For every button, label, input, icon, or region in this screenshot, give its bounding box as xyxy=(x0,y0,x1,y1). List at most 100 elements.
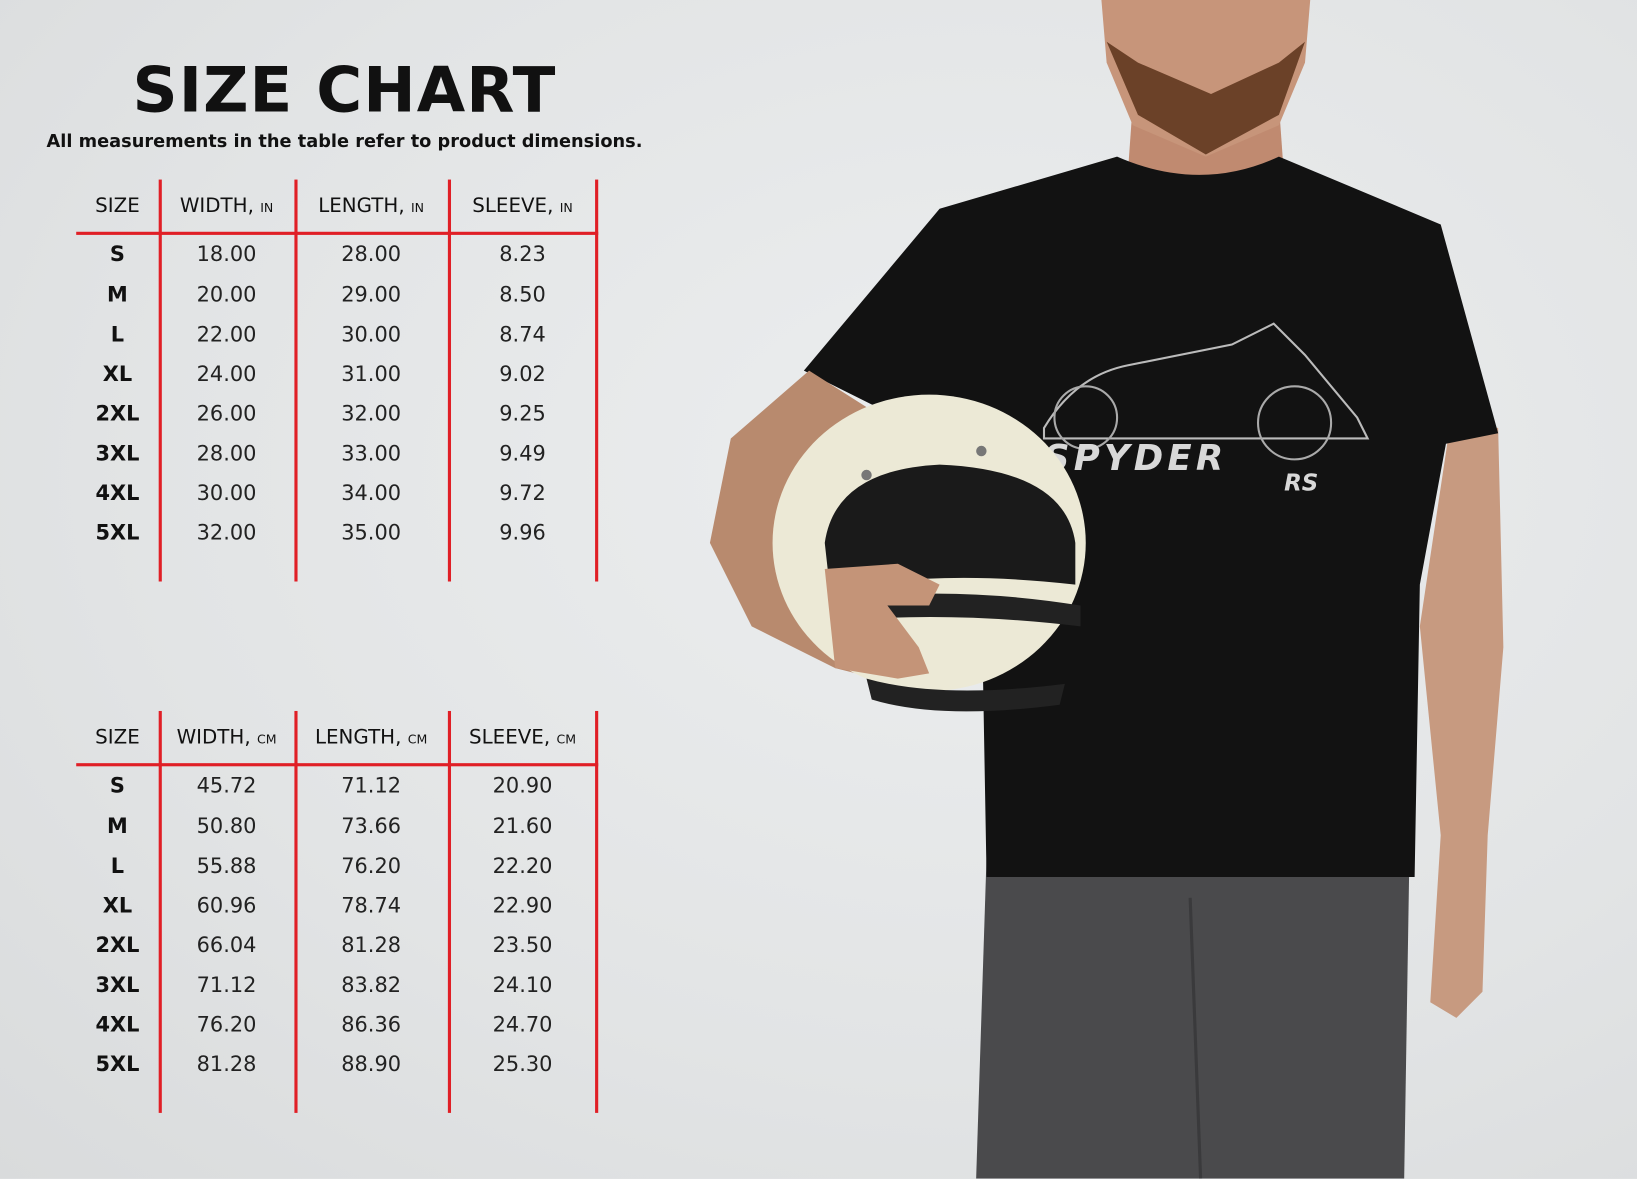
measurement-cell: 71.12 xyxy=(196,971,257,998)
column-header: LENGTH, IN xyxy=(294,194,447,217)
size-label: 4XL xyxy=(95,1011,140,1037)
measurement-cell: 32.00 xyxy=(341,400,402,426)
measurement-cell: 34.00 xyxy=(341,480,402,506)
measurement-cell: 26.00 xyxy=(196,400,257,426)
size-label: 3XL xyxy=(95,440,140,466)
wheel xyxy=(1256,385,1333,461)
size-label: S xyxy=(109,241,125,267)
column-header-label: SLEEVE, xyxy=(469,725,551,749)
measurement-cell: 24.10 xyxy=(492,971,553,998)
column-header: SLEEVE, CM xyxy=(448,726,597,749)
size-table-centimeters: SIZE WIDTH, CM LENGTH, CM SLEEVE, CM S 45.72 7… xyxy=(76,710,599,1113)
measurement-cell: 18.00 xyxy=(196,241,257,267)
measurement-cell: 30.00 xyxy=(196,480,257,506)
measurement-cell: 22.20 xyxy=(492,852,553,879)
column-header-label: WIDTH, xyxy=(176,725,251,749)
measurement-cell: 22.90 xyxy=(492,892,553,918)
column-header: SIZE xyxy=(76,726,158,749)
size-label: XL xyxy=(102,361,133,387)
measurement-cell: 83.82 xyxy=(341,971,402,998)
measurement-cell: 88.90 xyxy=(341,1051,402,1077)
print-rs: RS xyxy=(1284,471,1318,497)
column-header: SLEEVE, IN xyxy=(448,194,597,217)
page-title: SIZE CHART xyxy=(132,54,557,128)
beard xyxy=(1106,41,1305,155)
size-label: 2XL xyxy=(95,932,140,958)
jeans-seam xyxy=(1188,897,1203,1179)
measurement-cell: 55.88 xyxy=(196,852,257,879)
spyder-rs-print: SPYDER RS xyxy=(1042,322,1370,497)
size-label: M xyxy=(107,813,128,839)
vehicle-outline xyxy=(1042,322,1370,440)
column-divider xyxy=(294,179,298,582)
print-spyder: SPYDER xyxy=(1044,438,1227,479)
size-label: M xyxy=(107,281,128,307)
measurement-cell: 76.20 xyxy=(341,852,402,879)
size-label: XL xyxy=(102,892,133,918)
column-header: LENGTH, CM xyxy=(294,726,447,749)
column-header: WIDTH, CM xyxy=(159,726,295,749)
jeans xyxy=(976,856,1410,1179)
measurement-cell: 73.66 xyxy=(341,813,402,839)
measurement-cell: 33.00 xyxy=(341,440,402,466)
t-shirt xyxy=(803,156,1499,877)
measurement-cell: 86.36 xyxy=(341,1011,402,1037)
measurement-cell: 81.28 xyxy=(341,932,402,958)
column-divider xyxy=(158,179,162,582)
measurement-cell: 60.96 xyxy=(196,892,257,918)
header-divider xyxy=(76,231,599,235)
measurement-cell: 23.50 xyxy=(492,932,553,958)
column-header-label: WIDTH, xyxy=(179,194,254,218)
measurement-cell: 20.00 xyxy=(196,281,257,307)
unit-label: IN xyxy=(260,200,274,216)
measurement-cell: 8.23 xyxy=(499,241,546,267)
column-divider xyxy=(447,710,452,1113)
measurement-cell: 8.74 xyxy=(499,321,546,347)
helmet-trim xyxy=(866,678,1065,712)
measurement-cell: 8.50 xyxy=(499,281,546,307)
measurement-cell: 24.70 xyxy=(492,1011,553,1037)
measurement-cell: 30.00 xyxy=(341,321,402,347)
column-header-label: LENGTH, xyxy=(318,194,405,218)
measurement-cell: 9.25 xyxy=(499,400,546,426)
size-label: 5XL xyxy=(95,1051,140,1077)
unit-label: IN xyxy=(410,200,425,216)
measurement-cell: 66.04 xyxy=(196,932,257,958)
unit-label: CM xyxy=(407,731,428,747)
measurement-cell: 76.20 xyxy=(196,1011,257,1037)
measurement-cell: 9.49 xyxy=(499,440,546,466)
hand xyxy=(824,563,940,679)
size-label: S xyxy=(109,772,125,798)
measurement-cell: 9.72 xyxy=(499,480,546,506)
page-subtitle: All measurements in the table refer to p… xyxy=(46,131,643,153)
column-divider xyxy=(595,179,599,582)
unit-label: IN xyxy=(559,200,573,216)
column-divider xyxy=(447,179,452,582)
header-divider xyxy=(76,763,599,767)
measurement-cell: 28.00 xyxy=(196,440,257,466)
measurement-cell: 29.00 xyxy=(341,281,402,307)
unit-label: CM xyxy=(256,731,277,747)
measurement-cell: 21.60 xyxy=(492,813,553,839)
measurement-cell: 50.80 xyxy=(196,813,257,839)
measurement-cell: 71.12 xyxy=(341,772,402,798)
size-label: L xyxy=(110,321,125,347)
measurement-cell: 25.30 xyxy=(492,1051,553,1077)
column-header: SIZE xyxy=(76,194,158,217)
measurement-cell: 20.90 xyxy=(492,772,553,798)
column-divider xyxy=(158,710,162,1113)
size-label: 3XL xyxy=(95,971,140,998)
measurement-cell: 24.00 xyxy=(196,361,257,387)
measurement-cell: 81.28 xyxy=(196,1051,257,1077)
size-table-inches: SIZE WIDTH, IN LENGTH, IN SLEEVE, IN S 18.00 2… xyxy=(76,179,599,582)
measurement-cell: 9.02 xyxy=(499,361,546,387)
measurement-cell: 31.00 xyxy=(341,361,402,387)
measurement-cell: 28.00 xyxy=(341,241,402,267)
column-header-label: SIZE xyxy=(95,194,140,218)
column-header-label: SLEEVE, xyxy=(472,194,554,218)
size-label: 5XL xyxy=(95,519,140,545)
right-arm xyxy=(1419,417,1504,1018)
wheel xyxy=(1053,385,1119,450)
